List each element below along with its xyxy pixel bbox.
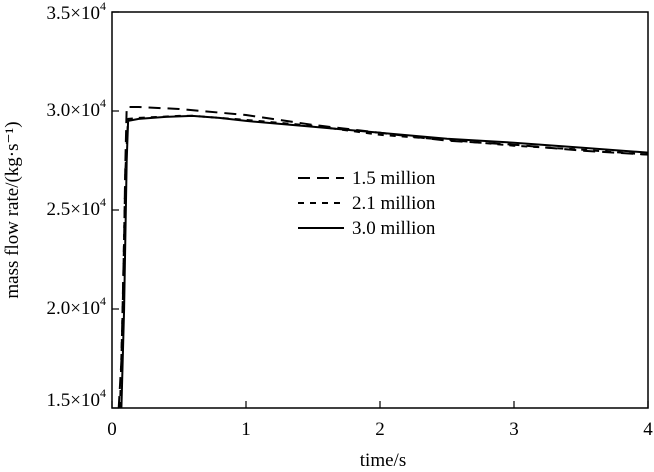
y-tick-label: 2.5×104 xyxy=(47,195,106,220)
x-tick-label: 0 xyxy=(107,419,117,440)
x-tick-label: 1 xyxy=(241,419,251,440)
legend-label: 1.5 million xyxy=(352,168,436,189)
series-layer xyxy=(117,106,649,409)
x-tick-label: 3 xyxy=(509,419,519,440)
x-tick-label: 2 xyxy=(375,419,385,440)
x-tick-label: 4 xyxy=(643,419,653,440)
axis-ticks: 0 1 2 3 4 1.5×104 2.0×104 2.5×104 3.0×104 3.5×104 xyxy=(47,0,654,440)
legend-label: 2.1 million xyxy=(352,193,436,214)
series-line-dashed xyxy=(117,106,649,409)
series-line-solid xyxy=(120,114,649,409)
x-axis-label: time/s xyxy=(360,450,406,471)
y-tick-label: 1.5×104 xyxy=(47,386,106,411)
y-tick-label: 3.5×104 xyxy=(47,0,106,24)
legend-label: 3.0 million xyxy=(352,218,436,239)
series-line-dotted xyxy=(119,114,649,409)
y-tick-label: 2.0×104 xyxy=(47,294,106,319)
y-axis-label: mass flow rate/(kg·s⁻¹) xyxy=(2,121,23,298)
y-tick-label: 3.0×104 xyxy=(47,96,106,121)
legend: 1.5 million 2.1 million 3.0 million xyxy=(298,168,436,239)
